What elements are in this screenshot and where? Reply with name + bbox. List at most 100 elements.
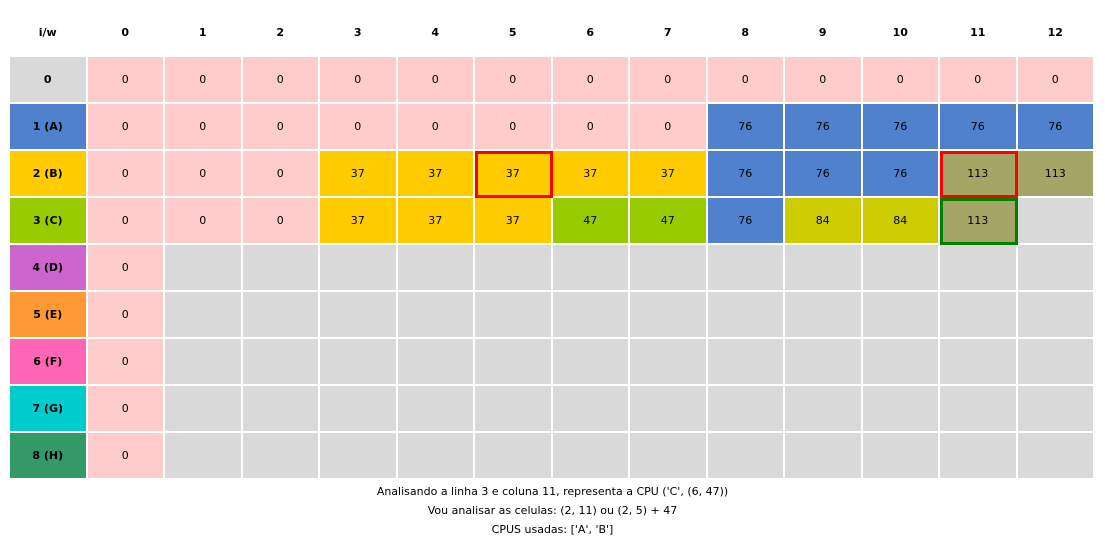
table-cell: 76 (785, 151, 863, 198)
table-cell (630, 292, 708, 339)
table-cell (475, 292, 553, 339)
table-cell: 113 (1017, 151, 1095, 198)
caption-line-1: Analisando a linha 3 e coluna 11, repres… (376, 485, 729, 498)
table-cell: 0 (87, 198, 165, 245)
table-cell: 37 (475, 198, 553, 245)
corner-label: i/w (10, 10, 88, 57)
row-header-2: 2 (B) (10, 151, 88, 198)
table-cell (1017, 433, 1095, 480)
table-cell: 0 (165, 57, 243, 104)
table-cell: 0 (630, 57, 708, 104)
column-header-0: 0 (87, 10, 165, 57)
table-cell (707, 433, 785, 480)
table-cell (475, 433, 553, 480)
table-cell (475, 386, 553, 433)
table-cell: 47 (552, 198, 630, 245)
table-cell: 0 (320, 57, 398, 104)
table-cell: 0 (320, 104, 398, 151)
table-cell: 0 (475, 57, 553, 104)
table-cell (862, 433, 940, 480)
table-cell: 84 (862, 198, 940, 245)
column-header-3: 3 (320, 10, 398, 57)
table-cell (707, 386, 785, 433)
table-cell: 37 (397, 151, 475, 198)
table-cell (242, 386, 320, 433)
table-cell (475, 339, 553, 386)
table-cell: 37 (552, 151, 630, 198)
table-cell: 76 (785, 104, 863, 151)
table-cell: 0 (397, 104, 475, 151)
caption-line-2: Vou analisar as celulas: (2, 11) ou (2, … (427, 504, 678, 517)
table-cell: 84 (785, 198, 863, 245)
table-cell (165, 386, 243, 433)
table-cell: 0 (1017, 57, 1095, 104)
table-cell: 0 (242, 151, 320, 198)
table-cell: 0 (242, 198, 320, 245)
table-cell (397, 433, 475, 480)
table-cell: 37 (320, 198, 398, 245)
table-cell (862, 245, 940, 292)
table-cell (862, 339, 940, 386)
dp-table: i/w 0 1 2 3 4 5 6 7 8 9 10 11 12 0 0 0 0 0 0 0 0 0 0 0 0 0 0 1 (A) 0 0… (10, 10, 1095, 480)
column-header-10: 10 (862, 10, 940, 57)
table-cell (475, 245, 553, 292)
table-cell (397, 339, 475, 386)
row-header-7: 7 (G) (10, 386, 88, 433)
table-cell (785, 339, 863, 386)
table-cell (165, 292, 243, 339)
table-cell (785, 386, 863, 433)
table-cell (320, 386, 398, 433)
table-cell (552, 433, 630, 480)
table-cell: 0 (242, 57, 320, 104)
table-cell: 0 (940, 57, 1018, 104)
caption: Analisando a linha 3 e coluna 11, repres… (0, 482, 1105, 539)
table-cell (320, 292, 398, 339)
table-cell (940, 386, 1018, 433)
table-cell: 76 (1017, 104, 1095, 151)
table-cell: 0 (87, 104, 165, 151)
table-cell (165, 339, 243, 386)
table-cell: 0 (165, 104, 243, 151)
table-cell: 0 (552, 104, 630, 151)
table-cell (862, 386, 940, 433)
table-cell (242, 339, 320, 386)
table-cell (785, 433, 863, 480)
table-cell (242, 433, 320, 480)
table-cell: 0 (165, 151, 243, 198)
column-header-2: 2 (242, 10, 320, 57)
table-cell (242, 245, 320, 292)
column-header-5: 5 (475, 10, 553, 57)
table-cell (1017, 386, 1095, 433)
column-header-6: 6 (552, 10, 630, 57)
row-header-5: 5 (E) (10, 292, 88, 339)
table-cell (707, 339, 785, 386)
table-cell (630, 433, 708, 480)
table-cell (320, 339, 398, 386)
column-header-8: 8 (707, 10, 785, 57)
table-cell (630, 245, 708, 292)
table-cell: 37 (397, 198, 475, 245)
table-cell (630, 386, 708, 433)
table-cell (1017, 339, 1095, 386)
table-cell: 76 (940, 104, 1018, 151)
table-cell: 0 (87, 57, 165, 104)
table-cell: 0 (630, 104, 708, 151)
table-cell: 76 (862, 151, 940, 198)
table-cell: 37 (320, 151, 398, 198)
row-header-3: 3 (C) (10, 198, 88, 245)
table-cell: 0 (87, 245, 165, 292)
table-cell: 76 (707, 151, 785, 198)
table-cell (552, 386, 630, 433)
table-cell (397, 245, 475, 292)
table-cell: 0 (862, 57, 940, 104)
row-header-8: 8 (H) (10, 433, 88, 480)
table-cell (165, 245, 243, 292)
table-cell (552, 245, 630, 292)
table-cell (630, 339, 708, 386)
table-cell: 0 (165, 198, 243, 245)
table-cell (242, 292, 320, 339)
column-header-12: 12 (1017, 10, 1095, 57)
table-cell (785, 245, 863, 292)
row-header-4: 4 (D) (10, 245, 88, 292)
table-cell: 0 (87, 151, 165, 198)
